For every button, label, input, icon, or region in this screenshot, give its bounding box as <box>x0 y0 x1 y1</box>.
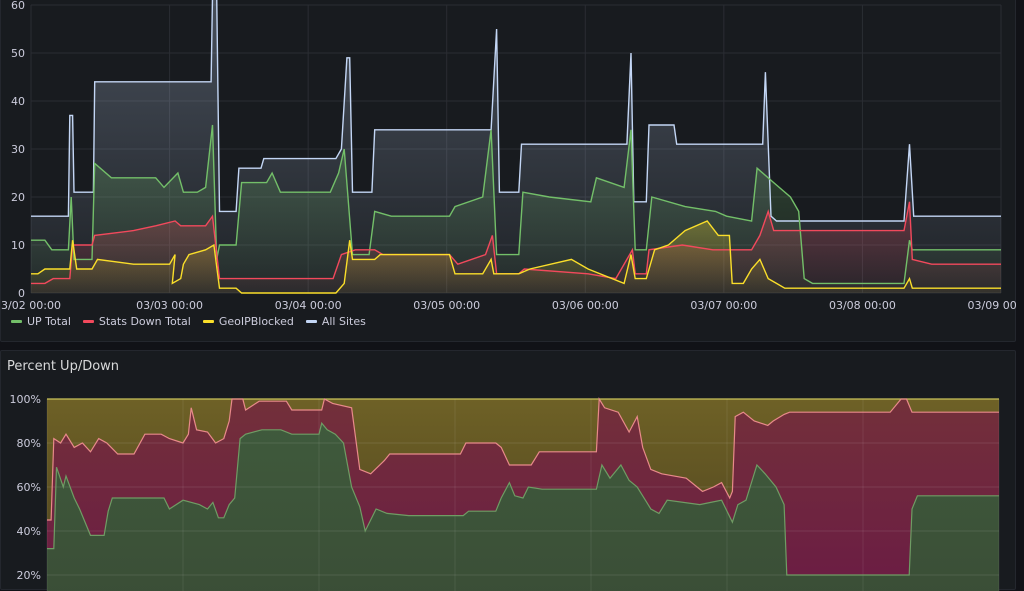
series-fill-geoipblocked <box>31 221 1001 293</box>
legend-label-stats-down-total: Stats Down Total <box>98 315 191 328</box>
y-tick-label: 40% <box>17 525 41 538</box>
percent-up-down-chart[interactable]: 20%40%60%80%100% <box>1 351 1017 591</box>
legend-label-up-total: UP Total <box>27 315 71 328</box>
y-tick-label: 60 <box>11 0 25 12</box>
x-tick-label: 03/07 00:00 <box>690 299 757 312</box>
legend-item-up-total[interactable]: UP Total <box>11 315 71 328</box>
percent-up-down-panel: Percent Up/Down 20% 40% 60% 80% 100% <box>0 350 1017 591</box>
sites-status-panel: 0 10 20 30 40 50 60 3/02 00:00 03/03 00:00 03/04 … <box>0 0 1017 343</box>
x-tick-label: 03/03 00:00 <box>136 299 203 312</box>
series-line-stats-down-total <box>31 201 1001 285</box>
x-tick-label: 03/08 00:00 <box>829 299 896 312</box>
x-tick-label: 3/02 00:00 <box>1 299 61 312</box>
sites-status-chart[interactable]: 0 10 20 30 40 50 60 3/02 00:00 03/03 00:00 03/04 … <box>1 0 1017 343</box>
x-tick-label: 03/04 00:00 <box>275 299 342 312</box>
legend-swatch-stats-down-total <box>82 320 94 323</box>
area-fill-up <box>47 423 999 591</box>
panel-title: Percent Up/Down <box>7 359 120 374</box>
legend-swatch-up-total <box>11 320 22 323</box>
series-line-up-total <box>31 124 1001 285</box>
y-tick-label: 20 <box>11 191 25 204</box>
y-tick-label: 60% <box>17 481 41 494</box>
legend-item-all-sites[interactable]: All Sites <box>305 315 366 328</box>
y-tick-label: 80% <box>17 437 41 450</box>
legend-item-stats-down-total[interactable]: Stats Down Total <box>82 315 191 328</box>
legend-label-geoipblocked: GeoIPBlocked <box>218 315 294 328</box>
legend: UP Total Stats Down Total GeoIPBlocked A… <box>11 315 366 328</box>
x-tick-label: 03/09 00:00 <box>968 299 1017 312</box>
area-line-up <box>47 421 999 576</box>
y-tick-label: 30 <box>11 143 25 156</box>
legend-label-all-sites: All Sites <box>321 315 366 328</box>
y-tick-label: 50 <box>11 47 25 60</box>
y-tick-label: 10 <box>11 239 25 252</box>
series-line-geoipblocked <box>31 220 1001 294</box>
legend-swatch-geoipblocked <box>202 320 214 323</box>
x-tick-label: 03/06 00:00 <box>552 299 619 312</box>
legend-swatch-all-sites <box>305 320 317 323</box>
legend-item-geoipblocked[interactable]: GeoIPBlocked <box>202 315 294 328</box>
series-line-all-sites <box>31 0 1001 222</box>
y-tick-label: 40 <box>11 95 25 108</box>
area-line-down <box>47 397 999 521</box>
y-tick-label: 100% <box>10 393 41 406</box>
x-tick-label: 03/05 00:00 <box>413 299 480 312</box>
y-tick-label: 0 <box>18 287 25 300</box>
